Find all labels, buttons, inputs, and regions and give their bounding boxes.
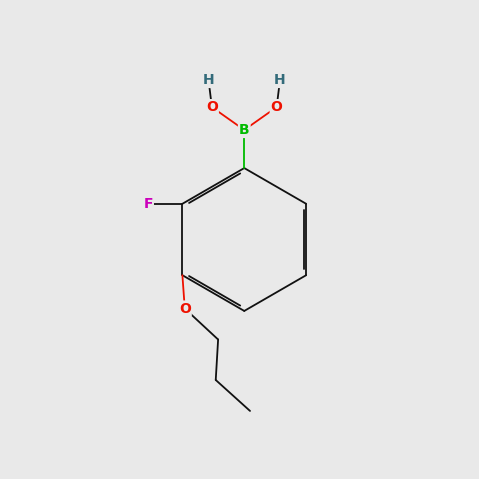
Text: O: O — [206, 100, 218, 114]
Text: F: F — [143, 197, 153, 211]
Text: B: B — [239, 123, 250, 137]
Text: O: O — [179, 302, 191, 316]
Text: H: H — [274, 73, 286, 87]
Text: O: O — [271, 100, 283, 114]
Text: H: H — [203, 73, 215, 87]
